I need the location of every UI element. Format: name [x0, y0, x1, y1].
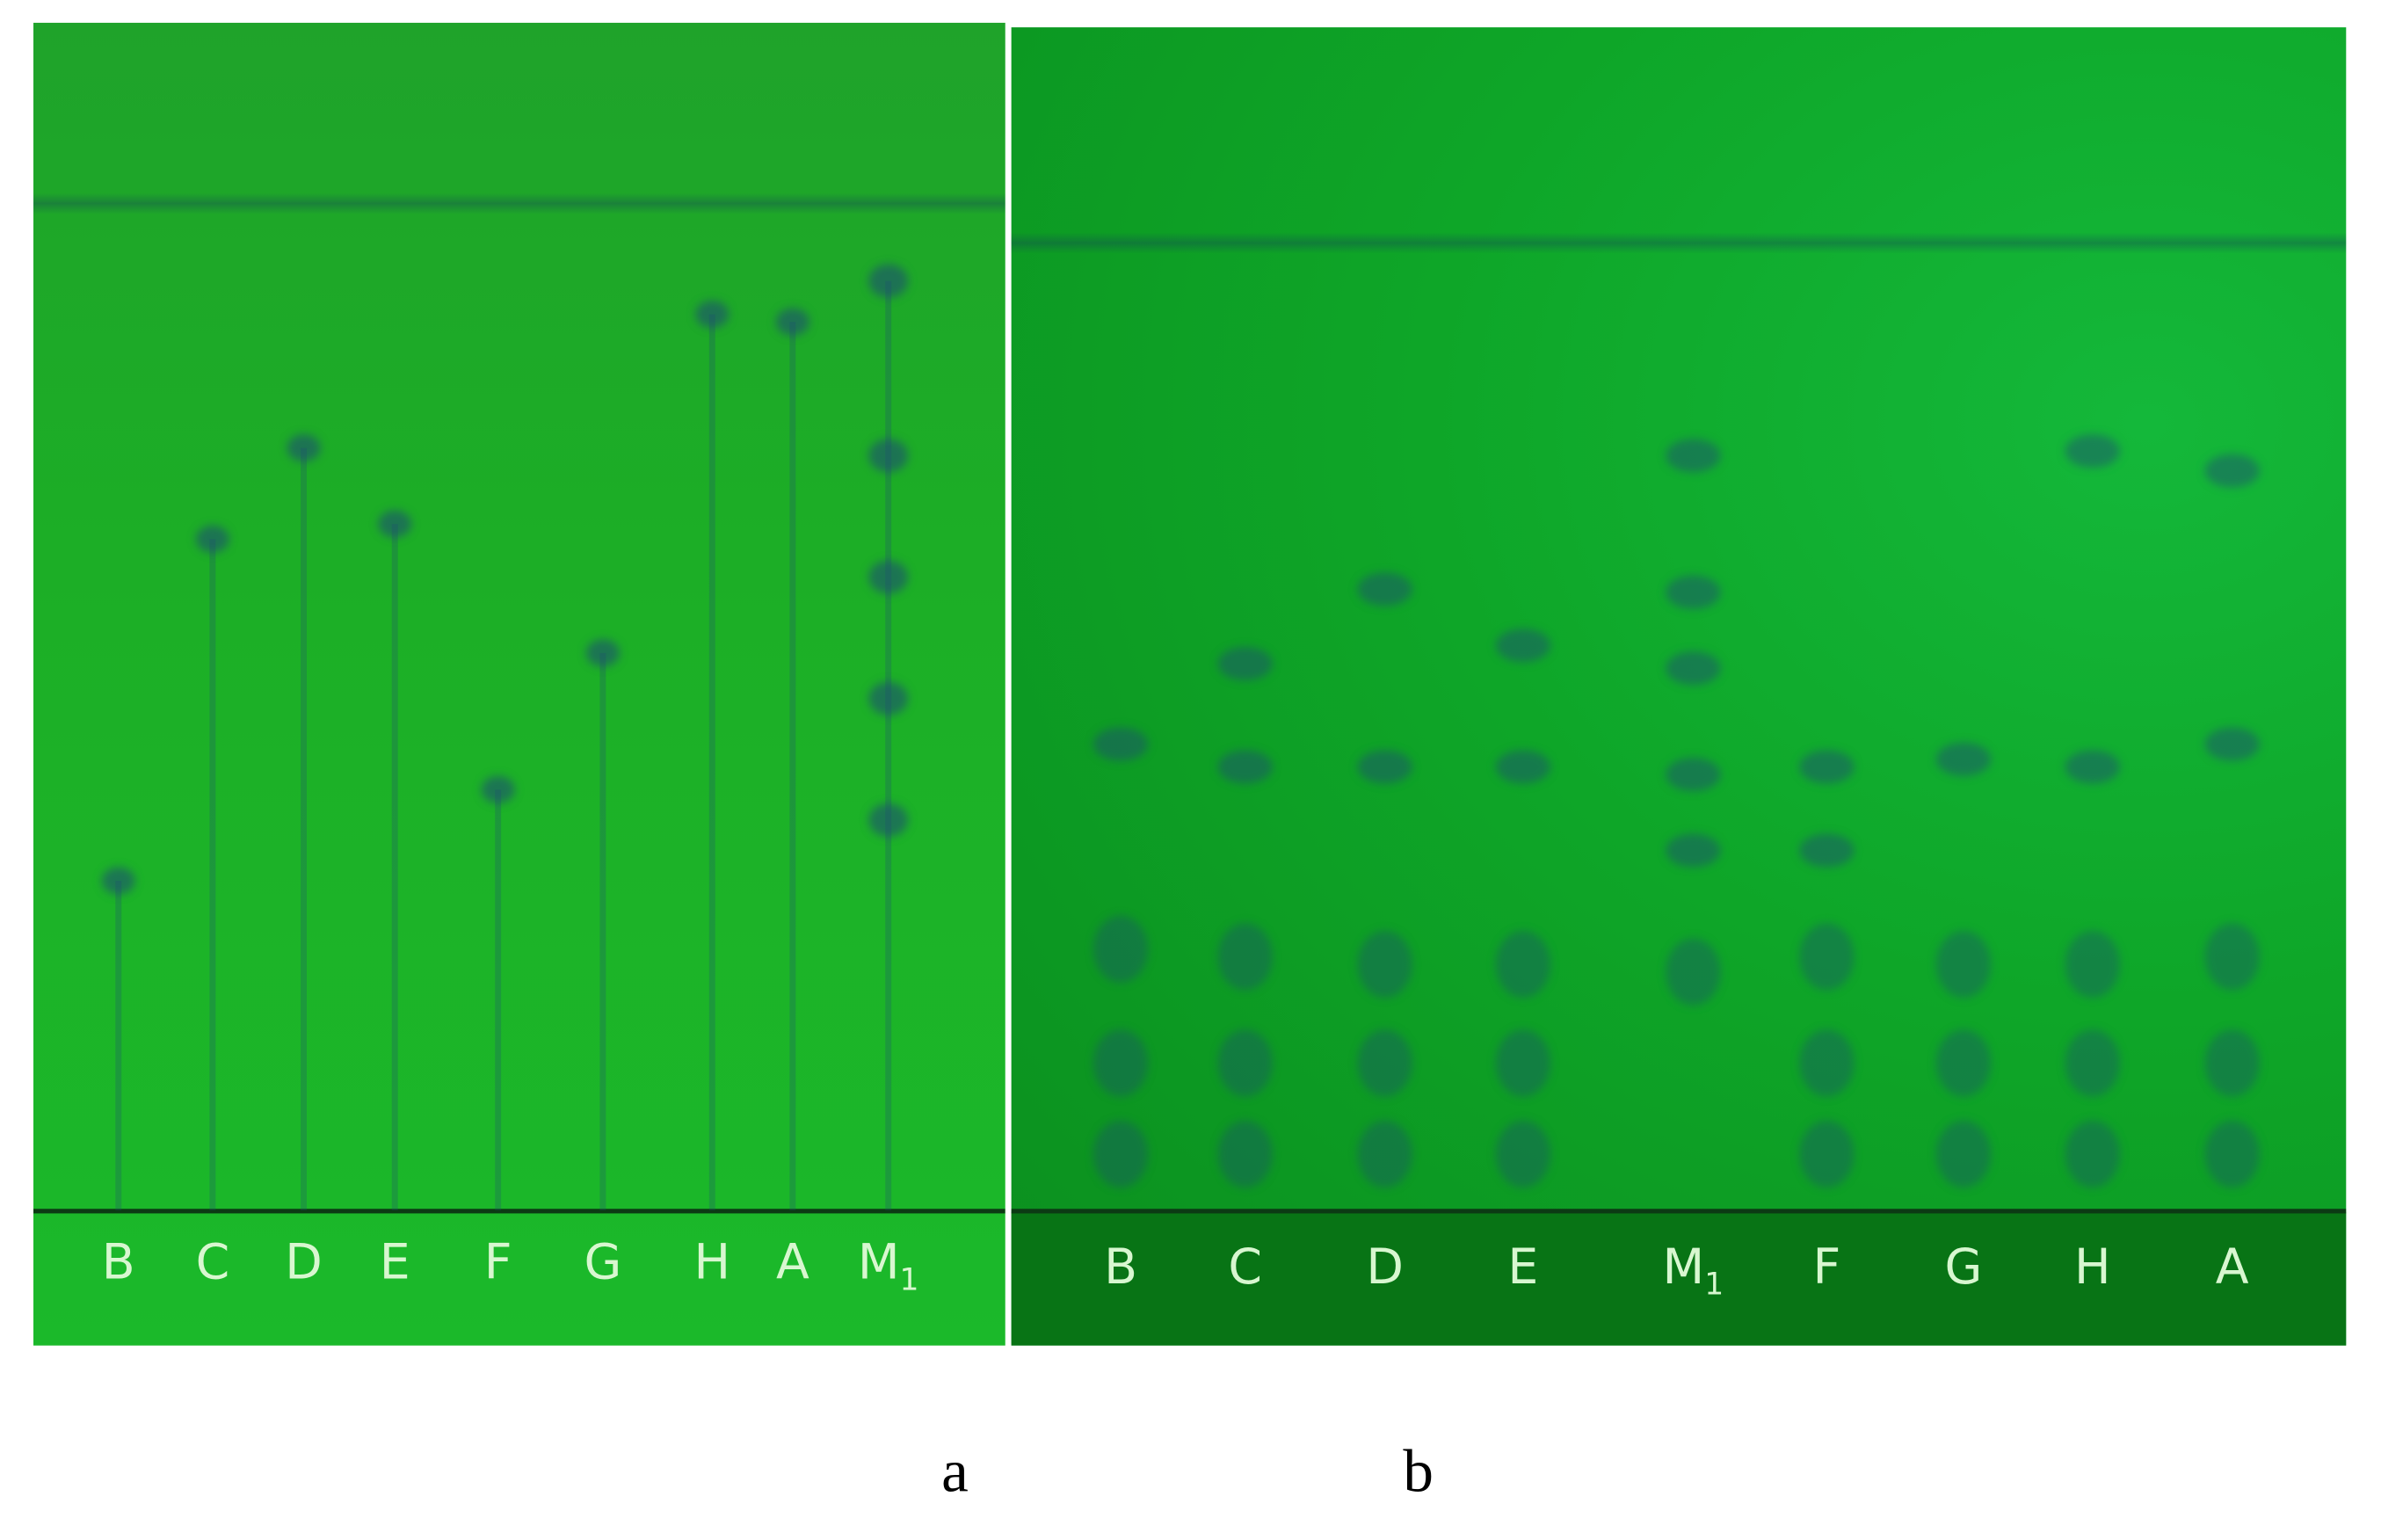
- tlc-spot: [1093, 915, 1149, 983]
- baseline: [33, 1209, 1005, 1214]
- tlc-spot: [1495, 628, 1550, 663]
- tlc-spot: [2065, 931, 2120, 999]
- tlc-spot: [1217, 1029, 1273, 1097]
- tlc-spot: [868, 439, 909, 473]
- tlc-spot: [1799, 750, 1855, 784]
- tlc-spot: [2065, 750, 2120, 784]
- tlc-plate-a: [33, 22, 1005, 1346]
- lane-label: E: [1507, 1238, 1539, 1296]
- tlc-spot: [1666, 758, 1721, 792]
- streak: [599, 652, 606, 1210]
- tlc-spot: [1093, 1029, 1149, 1097]
- lane-label: M1: [857, 1232, 919, 1298]
- tlc-spot: [1935, 742, 1992, 776]
- lane-label: G: [1944, 1238, 1983, 1296]
- tlc-spot: [1217, 750, 1273, 784]
- streak: [495, 789, 502, 1210]
- streak: [115, 881, 122, 1210]
- tlc-spot: [2065, 1121, 2120, 1188]
- streak: [708, 314, 715, 1210]
- tlc-spot: [2204, 923, 2260, 991]
- tlc-spot: [1666, 575, 1721, 609]
- streak: [789, 322, 796, 1210]
- tlc-spot: [695, 301, 730, 329]
- tlc-spot: [2204, 454, 2260, 488]
- lane-label: B: [1104, 1238, 1138, 1296]
- tlc-spot: [1666, 439, 1721, 473]
- tlc-spot: [1217, 923, 1273, 991]
- lane-label: G: [584, 1232, 622, 1291]
- tlc-spot: [1799, 833, 1855, 868]
- tlc-plate-b: [1011, 27, 2347, 1346]
- tlc-spot: [2065, 1029, 2120, 1097]
- tlc-spot: [868, 681, 909, 716]
- lane-label: D: [285, 1232, 323, 1291]
- tlc-spot: [775, 308, 809, 336]
- solvent-front: [1011, 232, 2347, 254]
- tlc-spot: [1217, 647, 1273, 681]
- tlc-spot: [1935, 1121, 1992, 1188]
- tlc-spot: [481, 775, 515, 803]
- streak: [301, 447, 307, 1210]
- tlc-spot: [868, 264, 909, 298]
- tlc-spot: [2204, 1029, 2260, 1097]
- lane-label: H: [2073, 1238, 2111, 1296]
- tlc-spot: [101, 867, 135, 895]
- lane-label: A: [2215, 1238, 2249, 1296]
- tlc-spot: [1935, 1029, 1992, 1097]
- tlc-spot: [1495, 750, 1550, 784]
- lane-label: F: [483, 1232, 512, 1291]
- streak: [885, 280, 892, 1210]
- tlc-spot: [1357, 1121, 1412, 1188]
- tlc-spot: [1357, 931, 1412, 999]
- panel-label-a: a: [941, 1436, 969, 1506]
- lane-label: D: [1366, 1238, 1404, 1296]
- tlc-spot: [1799, 1121, 1855, 1188]
- lane-label: C: [195, 1232, 230, 1291]
- tlc-spot: [1495, 1121, 1550, 1188]
- tlc-spot: [1217, 1121, 1273, 1188]
- tlc-spot: [1357, 1029, 1412, 1097]
- baseline: [1011, 1209, 2347, 1214]
- tlc-spot: [2204, 1121, 2260, 1188]
- tlc-spot: [2065, 434, 2120, 469]
- tlc-spot: [287, 434, 321, 462]
- tlc-spot: [1666, 938, 1721, 1006]
- tlc-spot: [868, 560, 909, 594]
- tlc-spot: [1093, 1121, 1149, 1188]
- lane-label: F: [1812, 1238, 1841, 1296]
- lane-label: H: [693, 1232, 731, 1291]
- solvent-front: [33, 192, 1005, 214]
- streak: [391, 524, 398, 1210]
- tlc-spot: [2204, 727, 2260, 761]
- tlc-spot: [1666, 651, 1721, 686]
- tlc-spot: [1799, 1029, 1855, 1097]
- lane-label: E: [379, 1232, 410, 1291]
- lane-label: A: [775, 1232, 809, 1291]
- lane-label: C: [1228, 1238, 1263, 1296]
- lane-label: B: [101, 1232, 135, 1291]
- lane-label: M1: [1662, 1238, 1724, 1303]
- tlc-spot: [1935, 931, 1992, 999]
- tlc-spot: [1799, 923, 1855, 991]
- tlc-spot: [585, 639, 620, 667]
- tlc-spot: [1357, 750, 1412, 784]
- tlc-spot: [868, 803, 909, 837]
- tlc-spot: [378, 510, 412, 538]
- streak: [209, 539, 216, 1210]
- tlc-spot: [1666, 833, 1721, 868]
- tlc-spot: [1093, 727, 1149, 761]
- tlc-spot: [1495, 1029, 1550, 1097]
- tlc-spot: [1495, 931, 1550, 999]
- plate-footer: [1011, 1211, 2347, 1346]
- panel-label-b: b: [1403, 1436, 1434, 1506]
- tlc-spot: [1357, 572, 1412, 607]
- tlc-spot: [195, 525, 229, 553]
